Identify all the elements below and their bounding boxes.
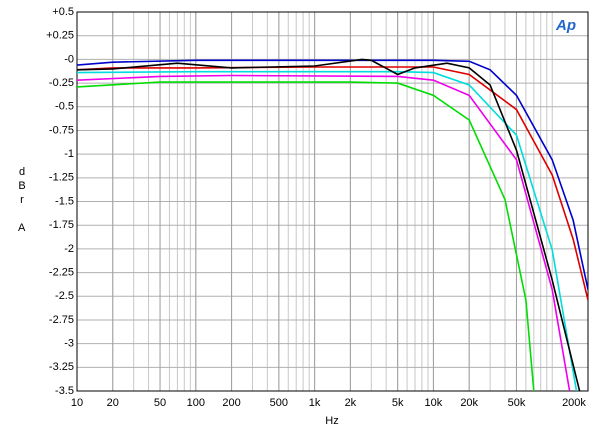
series-line [77,81,535,391]
y-tick-label: -2.5 [55,290,74,302]
x-tick-label: 20 [107,397,119,409]
x-tick-label: 100 [187,397,205,409]
series-line [77,58,581,391]
x-tick-label: 50k [508,397,526,409]
y-tick-label: -2 [64,243,74,255]
series-line [77,74,571,391]
y-tick-label: -0 [64,53,74,65]
plot-frame [76,11,589,392]
x-tick-label: 200 [222,397,240,409]
y-tick-label: -3.25 [49,361,74,373]
x-tick-label: 5k [392,397,404,409]
y-tick-label: -3 [64,338,74,350]
y-tick-label: -1.5 [55,195,74,207]
y-tick-label: -2.25 [49,266,74,278]
y-tick-label: +0.25 [46,30,74,42]
x-tick-label: 2k [345,397,357,409]
x-tick-label: 500 [270,397,288,409]
y-axis-unit: A [18,222,26,234]
y-axis-label: dBr [16,166,28,208]
x-tick-label: 1k [309,397,321,409]
logo: Ap [555,17,576,34]
series-line [77,70,578,391]
y-tick-label: -1.25 [49,172,74,184]
x-tick-label: 20k [460,397,478,409]
series-line [77,66,588,301]
x-tick-label: 10k [425,397,443,409]
plot-area [77,58,588,391]
y-tick-label: -1.75 [49,219,74,231]
x-tick-label: 50 [154,397,166,409]
y-tick-label: -3.5 [55,385,74,397]
y-tick-label: -0.25 [49,77,74,89]
x-tick-label: 200k [562,397,586,409]
y-tick-label: -2.75 [49,314,74,326]
y-tick-label: +0.5 [52,6,74,18]
y-tick-label: -1 [64,148,74,160]
y-tick-label: -0.5 [55,101,74,113]
x-axis-label: Hz [325,415,338,427]
y-tick-label: -0.75 [49,124,74,136]
series-line [77,59,588,290]
x-tick-label: 10 [71,397,83,409]
